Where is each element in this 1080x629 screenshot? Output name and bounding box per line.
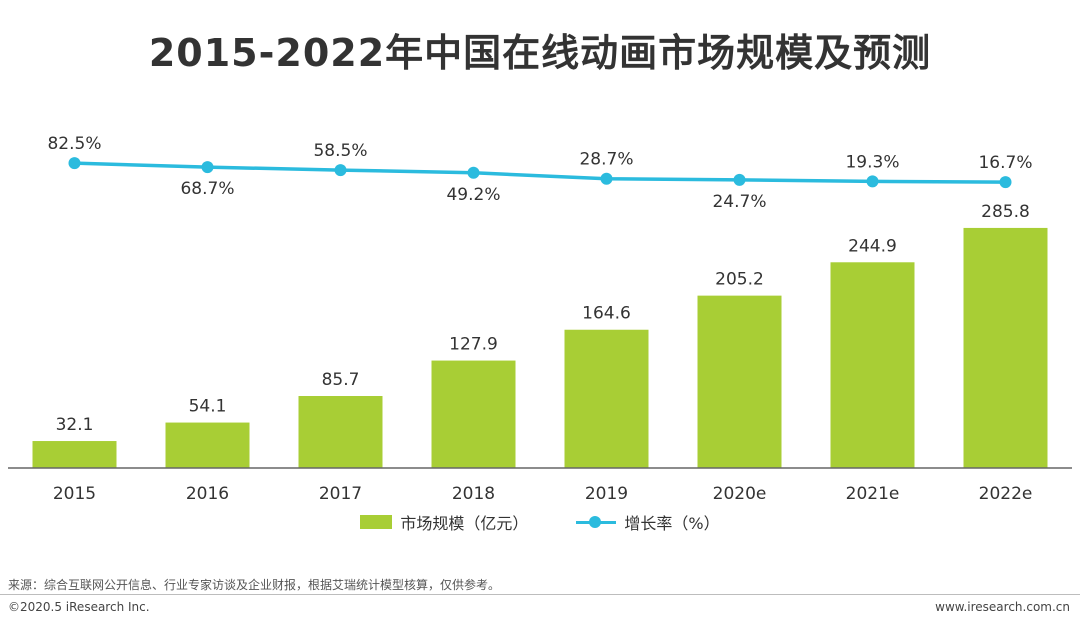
growth-point-2015 (68, 157, 81, 170)
bar-2017 (298, 396, 383, 468)
bar-label-2017: 85.7 (322, 370, 360, 390)
bar-label-2020e: 205.2 (715, 270, 764, 290)
bar-label-2018: 127.9 (449, 335, 498, 355)
copyright: ©2020.5 iResearch Inc. (8, 600, 150, 614)
growth-label-2021e: 19.3% (845, 152, 899, 172)
legend-item-bar: 市场规模（亿元） (360, 510, 528, 534)
growth-point-2020e (733, 173, 746, 186)
bar-2020e (697, 295, 782, 468)
growth-point-2019 (600, 172, 613, 185)
growth-label-2022e: 16.7% (978, 153, 1032, 173)
footer-divider (0, 594, 1080, 595)
growth-label-2016: 68.7% (180, 179, 234, 199)
x-tick-2017: 2017 (319, 484, 362, 504)
source-note: 来源：综合互联网公开信息、行业专家访谈及企业财报，根据艾瑞统计模型核算，仅供参考… (8, 578, 501, 592)
x-tick-2020e: 2020e (713, 484, 767, 504)
bar-2016 (165, 422, 250, 468)
bar-label-2015: 32.1 (56, 415, 94, 435)
x-tick-2015: 2015 (53, 484, 96, 504)
x-tick-2016: 2016 (186, 484, 229, 504)
legend-item-line: 增长率（%） (576, 510, 720, 534)
x-tick-2022e: 2022e (979, 484, 1033, 504)
legend-bar-swatch (360, 515, 393, 529)
growth-point-2022e (999, 176, 1012, 189)
legend-line-swatch (576, 515, 617, 529)
x-tick-2018: 2018 (452, 484, 495, 504)
growth-point-2017 (334, 164, 347, 177)
growth-line (74, 161, 1006, 184)
growth-label-2019: 28.7% (579, 150, 633, 170)
growth-point-2016 (201, 161, 214, 174)
bar-label-2021e: 244.9 (848, 236, 897, 256)
chart-title: 2015-2022年中国在线动画市场规模及预测 (148, 31, 932, 75)
bar-2019 (564, 329, 649, 468)
bar-label-2019: 164.6 (582, 304, 631, 324)
bar-2022e (963, 227, 1048, 468)
bar-2015 (32, 441, 117, 468)
growth-label-2017: 58.5% (313, 141, 367, 161)
growth-point-2018 (467, 166, 480, 179)
x-tick-2019: 2019 (585, 484, 628, 504)
bar-label-2022e: 285.8 (981, 202, 1030, 222)
website-link[interactable]: www.iresearch.com.cn (935, 600, 1070, 614)
bar-2021e (830, 262, 915, 468)
growth-point-2021e (866, 175, 879, 188)
chart-area: 32.1 54.1 85.7 127.9 164.6 205.2 244.9 285.8 201… (8, 134, 1072, 504)
bar-2018 (431, 360, 516, 468)
growth-label-2015: 82.5% (47, 134, 101, 154)
legend: 市场规模（亿元） 增长率（%） (0, 510, 1080, 534)
bar-label-2016: 54.1 (189, 397, 227, 417)
growth-label-2020e: 24.7% (712, 192, 766, 212)
growth-label-2018: 49.2% (446, 185, 500, 205)
legend-line-label: 增长率（%） (624, 514, 720, 533)
x-tick-2021e: 2021e (846, 484, 900, 504)
legend-bar-label: 市场规模（亿元） (400, 514, 529, 533)
